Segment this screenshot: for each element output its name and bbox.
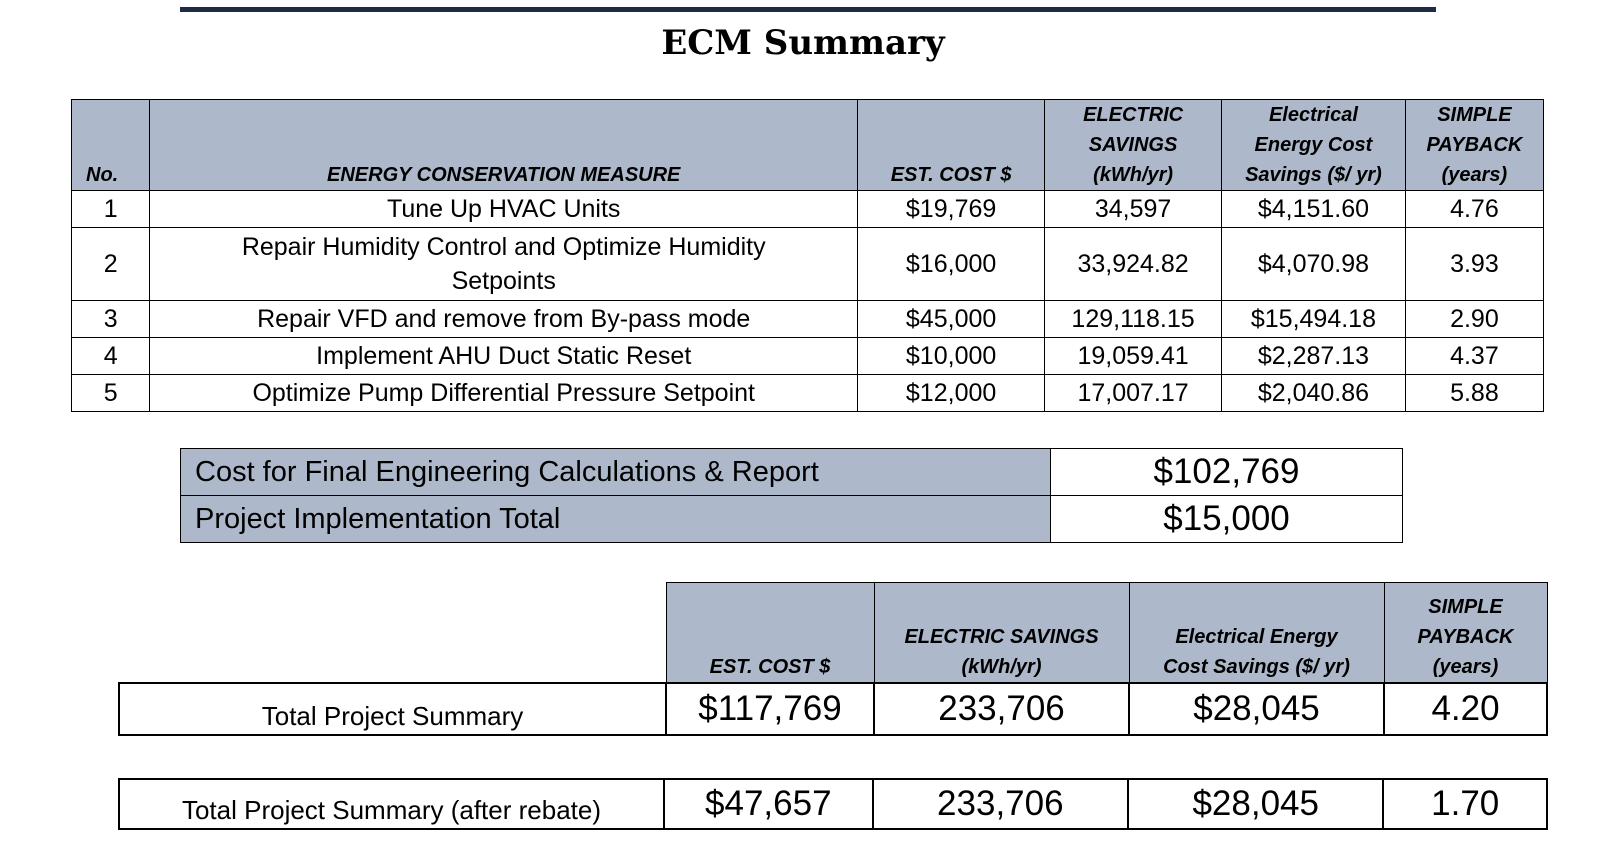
row-measure-line2: Setpoints — [451, 267, 556, 295]
ecm-table: No. ENERGY CONSERVATION MEASURE EST. COS… — [70, 99, 1545, 412]
table-row: 5 Optimize Pump Differential Pressure Se… — [70, 374, 1545, 412]
summary-header-kwh-line2: (kWh/yr) — [961, 656, 1042, 678]
row-kwh: 17,007.17 — [1044, 374, 1223, 412]
after-rebate-table: Total Project Summary (after rebate) $47… — [118, 778, 1548, 830]
row-no: 1 — [70, 190, 151, 228]
summary-header-electric-savings: ELECTRIC SAVINGS (kWh/yr) — [873, 582, 1130, 684]
rebate-cost: $47,657 — [662, 778, 874, 830]
row-cost: $45,000 — [857, 300, 1046, 338]
summary-savings: $28,045 — [1128, 682, 1385, 736]
summary-header-row: EST. COST $ ELECTRIC SAVINGS (kWh/yr) El… — [119, 582, 1548, 684]
header-kwh-line1: ELECTRIC — [1083, 104, 1184, 126]
header-pb-line2: PAYBACK — [1426, 134, 1523, 156]
row-savings: $4,070.98 — [1221, 227, 1406, 301]
summary-header-est-cost: EST. COST $ — [665, 582, 875, 684]
top-rule — [180, 7, 1436, 12]
rebate-savings: $28,045 — [1127, 778, 1385, 830]
rebate-label: Total Project Summary (after rebate) — [118, 778, 665, 830]
page-title: ECM Summary — [661, 23, 945, 63]
cost-label: Cost for Final Engineering Calculations … — [180, 448, 1051, 496]
row-measure: Repair Humidity Control and Optimize Hum… — [149, 227, 859, 301]
cost-table: Cost for Final Engineering Calculations … — [180, 448, 1403, 543]
cost-row-engineering: Cost for Final Engineering Calculations … — [180, 448, 1403, 496]
row-measure: Tune Up HVAC Units — [149, 190, 859, 228]
summary-header-blank — [119, 583, 666, 684]
row-measure: Implement AHU Duct Static Reset — [149, 337, 859, 375]
header-measure: ENERGY CONSERVATION MEASURE — [149, 99, 859, 191]
ecm-header-row: No. ENERGY CONSERVATION MEASURE EST. COS… — [70, 99, 1545, 191]
summary-cost: $117,769 — [665, 682, 875, 736]
summary-kwh: 233,706 — [873, 682, 1130, 736]
cost-value: $15,000 — [1050, 495, 1403, 543]
row-payback: 2.90 — [1404, 300, 1545, 338]
summary-payback: 4.20 — [1383, 682, 1548, 736]
row-no: 5 — [70, 374, 151, 412]
row-savings: $2,040.86 — [1221, 374, 1406, 412]
row-cost: $16,000 — [857, 227, 1046, 301]
cost-value: $102,769 — [1050, 448, 1403, 496]
row-savings: $15,494.18 — [1221, 300, 1406, 338]
row-savings: $2,287.13 — [1221, 337, 1406, 375]
row-measure: Optimize Pump Differential Pressure Setp… — [149, 374, 859, 412]
total-project-summary-row: Total Project Summary $117,769 233,706 $… — [118, 682, 1548, 736]
row-kwh: 34,597 — [1044, 190, 1223, 228]
header-kwh-line2: SAVINGS — [1088, 134, 1178, 156]
row-payback: 4.37 — [1404, 337, 1545, 375]
header-est-cost: EST. COST $ — [857, 99, 1046, 191]
rebate-kwh: 233,706 — [871, 778, 1130, 830]
summary-header-pb-line1: SIMPLE — [1428, 596, 1503, 618]
row-no: 3 — [70, 300, 151, 338]
table-row: 1 Tune Up HVAC Units $19,769 34,597 $4,1… — [70, 190, 1545, 228]
summary-label: Total Project Summary — [118, 682, 667, 736]
row-cost: $19,769 — [857, 190, 1046, 228]
table-row: 4 Implement AHU Duct Static Reset $10,00… — [70, 337, 1545, 375]
row-payback: 5.88 — [1404, 374, 1545, 412]
table-row: 3 Repair VFD and remove from By-pass mod… — [70, 300, 1545, 338]
row-cost: $10,000 — [857, 337, 1046, 375]
summary-header-kwh-line1: ELECTRIC SAVINGS — [904, 626, 1099, 648]
summary-header-simple-payback: SIMPLE PAYBACK (years) — [1383, 582, 1548, 684]
summary-header-pb-line3: (years) — [1432, 656, 1499, 678]
header-simple-payback: SIMPLE PAYBACK (years) — [1404, 99, 1545, 191]
row-savings: $4,151.60 — [1221, 190, 1406, 228]
after-rebate-row: Total Project Summary (after rebate) $47… — [118, 778, 1548, 830]
cost-label: Project Implementation Total — [180, 495, 1051, 543]
row-cost: $12,000 — [857, 374, 1046, 412]
row-payback: 4.76 — [1404, 190, 1545, 228]
row-measure: Repair VFD and remove from By-pass mode — [149, 300, 859, 338]
rebate-payback: 1.70 — [1382, 778, 1548, 830]
row-kwh: 19,059.41 — [1044, 337, 1223, 375]
header-energy-cost-savings: Electrical Energy Cost Savings ($/ yr) — [1221, 99, 1406, 191]
row-kwh: 129,118.15 — [1044, 300, 1223, 338]
row-measure-line1: Repair Humidity Control and Optimize Hum… — [241, 233, 766, 261]
header-electric-savings: ELECTRIC SAVINGS (kWh/yr) — [1044, 99, 1223, 191]
table-row: 2 Repair Humidity Control and Optimize H… — [70, 227, 1545, 301]
header-sav-line1: Electrical — [1268, 104, 1358, 126]
header-sav-line2: Energy Cost — [1254, 134, 1373, 156]
summary-header-sav-line2: Cost Savings ($/ yr) — [1163, 656, 1350, 678]
header-sav-line3: Savings ($/ yr) — [1245, 164, 1382, 186]
header-kwh-line3: (kWh/yr) — [1093, 164, 1174, 186]
row-no: 4 — [70, 337, 151, 375]
summary-header-sav-line1: Electrical Energy — [1175, 626, 1338, 648]
header-pb-line3: (years) — [1441, 164, 1508, 186]
header-pb-line1: SIMPLE — [1437, 104, 1512, 126]
total-summary-table: EST. COST $ ELECTRIC SAVINGS (kWh/yr) El… — [118, 582, 1548, 736]
summary-header-energy-cost-savings: Electrical Energy Cost Savings ($/ yr) — [1128, 582, 1385, 684]
row-no: 2 — [70, 227, 151, 301]
cost-row-implementation: Project Implementation Total $15,000 — [180, 495, 1403, 543]
header-no: No. — [70, 99, 151, 191]
row-payback: 3.93 — [1404, 227, 1545, 301]
row-kwh: 33,924.82 — [1044, 227, 1223, 301]
summary-header-pb-line2: PAYBACK — [1417, 626, 1514, 648]
